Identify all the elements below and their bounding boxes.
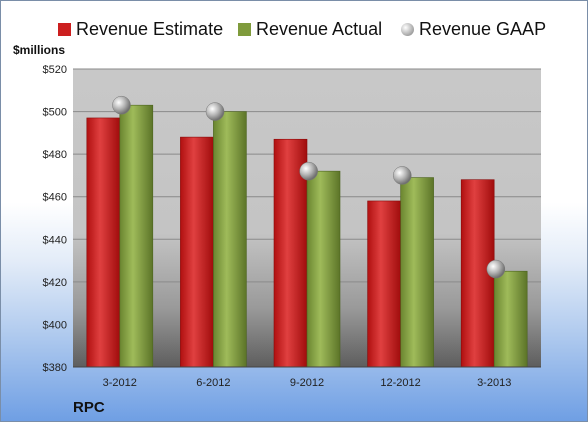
actual-bar <box>213 111 247 368</box>
y-tick-label: $420 <box>43 277 67 289</box>
legend-label-revenue-gaap: Revenue GAAP <box>419 18 547 39</box>
estimate-bar <box>86 117 121 368</box>
legend-item-revenue-gaap: Revenue GAAP <box>401 17 546 41</box>
x-tick-label: 12-2012 <box>380 377 420 389</box>
gaap-marker <box>486 259 506 279</box>
legend-swatch-revenue-gaap <box>401 22 414 36</box>
legend-item-revenue-estimate: Revenue Estimate <box>58 17 223 41</box>
y-tick-label: $380 <box>43 362 67 374</box>
y-tick-label: $520 <box>43 64 67 76</box>
bars-group <box>86 104 528 368</box>
actual-bar <box>119 104 154 368</box>
gaap-marker <box>299 161 318 181</box>
gaap-marker <box>112 95 131 115</box>
y-axis-unit-label: $millions <box>13 43 66 57</box>
x-tick-labels: 3-2012 6-2012 9-2012 12-2012 3-2013 <box>103 377 512 389</box>
gaap-markers-group <box>112 95 506 279</box>
y-tick-label: $440 <box>43 234 67 246</box>
legend-swatch-revenue-actual <box>238 22 251 36</box>
x-tick-label: 6-2012 <box>196 377 230 389</box>
y-tick-label: $460 <box>43 192 67 204</box>
estimate-bar <box>180 136 214 368</box>
actual-bar <box>493 270 528 368</box>
actual-bar <box>306 170 341 368</box>
x-tick-label: 3-2012 <box>103 377 137 389</box>
y-tick-label: $480 <box>43 149 67 161</box>
legend-label-revenue-actual: Revenue Actual <box>256 18 383 39</box>
x-tick-label: 3-2013 <box>477 377 511 389</box>
ticker-label: RPC <box>73 399 105 416</box>
legend-item-revenue-actual: Revenue Actual <box>238 17 382 41</box>
gaap-marker <box>205 102 225 121</box>
gaap-marker <box>393 166 412 185</box>
estimate-bar <box>367 200 401 368</box>
y-tick-label: $500 <box>43 107 67 119</box>
legend-label-revenue-estimate: Revenue Estimate <box>76 18 224 39</box>
legend-swatch-revenue-estimate <box>58 22 71 36</box>
actual-bar <box>400 177 434 368</box>
x-tick-label: 9-2012 <box>290 377 324 389</box>
estimate-bar <box>273 138 308 368</box>
y-tick-label: $400 <box>43 319 67 331</box>
chart-legend: Revenue Estimate Revenue Actual Revenue … <box>1 17 587 41</box>
y-tick-labels: $380 $400 $420 $440 $460 $480 $500 $520 <box>43 64 67 374</box>
